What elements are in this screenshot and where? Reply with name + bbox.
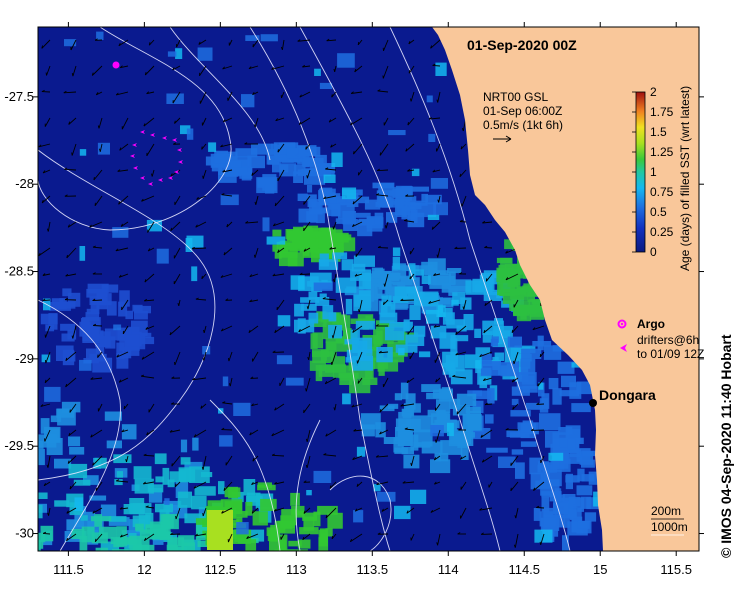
- colorbar-ticks: 0 0.25 0.5 0.75 1 1.25 1.5 1.75 2: [632, 85, 674, 259]
- colorbar: [635, 91, 646, 253]
- plot-frame: [37, 26, 700, 552]
- x-tick-label: 15: [593, 562, 607, 577]
- y-tick-label: -27.5: [4, 89, 34, 104]
- y-tick-label: -28.5: [4, 264, 34, 279]
- x-tick-label: 114.5: [508, 562, 540, 577]
- colorbar-tick-label: 1.75: [650, 105, 674, 119]
- drifter-track: [130, 130, 183, 186]
- imos-credit: © IMOS 04-Sep-2020 11:40 Hobart: [718, 334, 734, 558]
- colorbar-tick-label: 0: [650, 245, 657, 259]
- argo-legend-label: Argo: [637, 317, 665, 331]
- argo-legend-icon: [617, 319, 627, 329]
- x-tick-label: 114: [438, 562, 459, 577]
- colorbar-title: Age (days) of filled SST (wrt latest): [678, 86, 692, 271]
- current-arrows: [38, 38, 545, 548]
- isobath-1000m-label: 1000m: [651, 520, 688, 534]
- x-tick-label: 112.5: [205, 562, 237, 577]
- map-title: 01-Sep-2020 00Z: [467, 37, 577, 53]
- argo-float-marker: [112, 61, 120, 69]
- colorbar-tick-label: 0.75: [650, 185, 674, 199]
- x-tick-label: 113: [286, 562, 307, 577]
- y-tick-label: -30: [15, 526, 34, 541]
- drifter-legend-icon: [620, 344, 627, 352]
- y-axis: -27.5 -28 -28.5 -29 -29.5 -30: [4, 89, 704, 541]
- colorbar-tick-label: 1.5: [650, 125, 667, 139]
- x-tick-label: 115.5: [660, 562, 692, 577]
- x-axis: 111.5 12 112.5 113 113.5 114 114.5 15 115.5: [53, 22, 692, 577]
- y-tick-label: -28: [15, 176, 34, 191]
- land-mass: [432, 27, 699, 551]
- velocity-source: NRT00 GSL: [483, 90, 548, 104]
- velocity-scale: 0.5m/s (1kt 6h): [483, 118, 563, 132]
- x-tick-label: 113.5: [357, 562, 389, 577]
- drifter-legend-line2: to 01/09 12Z: [637, 347, 704, 361]
- colorbar-tick-label: 1.25: [650, 145, 674, 159]
- x-tick-label: 12: [137, 562, 151, 577]
- dongara-label: Dongara: [599, 387, 656, 403]
- x-tick-label: 111.5: [53, 562, 84, 577]
- isobath-contours: [38, 27, 571, 551]
- velocity-time: 01-Sep 06:00Z: [483, 104, 562, 118]
- y-tick-label: -29.5: [4, 438, 34, 453]
- dongara-marker: [589, 399, 597, 407]
- colorbar-tick-label: 0.25: [650, 225, 674, 239]
- drifter-legend-line1: drifters@6h: [637, 333, 699, 347]
- isobath-200m-label: 200m: [651, 504, 681, 518]
- velocity-scale-arrow: [493, 135, 512, 143]
- colorbar-tick-label: 1: [650, 165, 657, 179]
- colorbar-tick-label: 0.5: [650, 205, 667, 219]
- colorbar-tick-label: 2: [650, 85, 657, 99]
- y-tick-label: -29: [15, 351, 34, 366]
